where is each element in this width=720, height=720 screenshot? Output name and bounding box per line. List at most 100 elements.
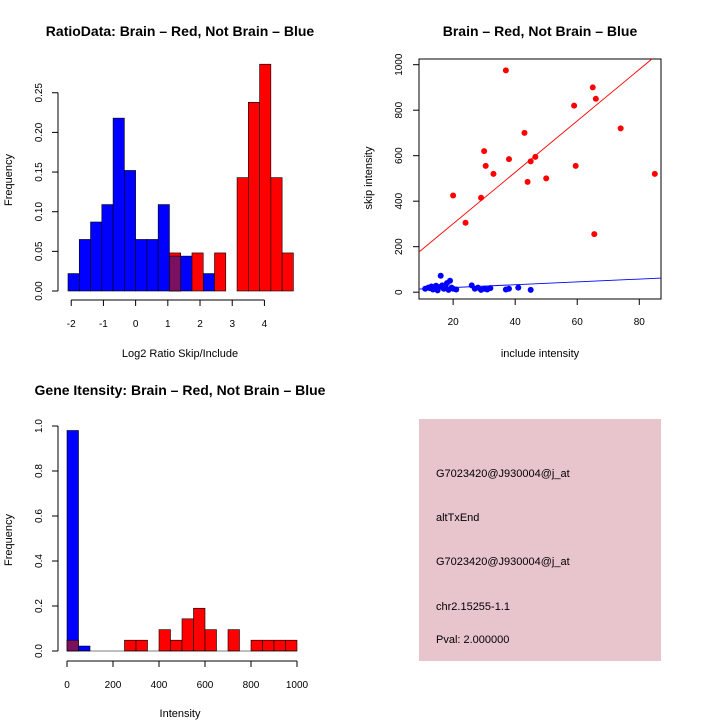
ratio-x-tick-label: -1 — [99, 319, 108, 330]
ratio-x-tick-label: 3 — [229, 319, 235, 330]
scatter-point-brain — [589, 84, 596, 91]
scatter-point-brain — [651, 170, 658, 177]
scatter-point-brain — [617, 125, 624, 132]
intensity-bar-not-brain — [66, 430, 79, 652]
scatter-y-tick-label: 0 — [394, 289, 405, 295]
scatter-point-brain — [527, 158, 534, 165]
intensity-histogram-panel: Gene Itensity: Brain – Red, Not Brain – … — [3, 382, 326, 720]
intensity-bar-brain — [181, 618, 194, 652]
intensity-bar-brain — [285, 639, 298, 652]
info-panel-background — [419, 419, 661, 661]
scatter-point-brain — [592, 95, 599, 102]
ratio-y-tick-label: 0.00 — [34, 281, 45, 301]
info-probe-id-2: G7023420@J930004@j_at — [436, 556, 570, 568]
intensity-bar-brain — [227, 629, 240, 652]
scatter-point-brain — [502, 67, 509, 74]
intensity-histogram-title: Gene Itensity: Brain – Red, Not Brain – … — [35, 382, 326, 398]
intensity-bar-brain — [273, 639, 286, 652]
intensity-x-tick-label: 200 — [105, 680, 122, 691]
intensity-bar-brain — [158, 629, 171, 652]
intensity-histogram-ylabel: Frequency — [3, 514, 15, 566]
ratio-bar-brain — [259, 63, 272, 292]
ratio-bar-not-brain — [202, 273, 215, 292]
intensity-y-tick-label: 0.0 — [34, 644, 45, 658]
ratio-bar-brain — [281, 252, 294, 292]
intensity-y-tick-label: 0.2 — [34, 599, 45, 613]
scatter-y-tick-label: 800 — [394, 101, 405, 118]
scatter-point-brain — [490, 170, 497, 177]
ratio-bar-not-brain — [67, 273, 80, 292]
scatter-point-brain — [450, 192, 457, 199]
scatter-point-brain — [478, 194, 485, 201]
scatter-y-tick-label: 1000 — [394, 53, 405, 76]
info-location: chr2.15255-1.1 — [436, 601, 510, 613]
scatter-point-not-brain — [527, 286, 534, 293]
scatter-point-not-brain — [487, 285, 494, 292]
intensity-bar-overlap — [66, 639, 79, 652]
ratio-y-tick-label: 0.15 — [34, 162, 45, 182]
intensity-x-tick-label: 600 — [197, 680, 214, 691]
scatter-x-tick-label: 20 — [448, 317, 460, 328]
ratio-bar-not-brain — [124, 170, 136, 292]
ratio-bar-not-brain — [112, 117, 125, 292]
intensity-bar-not-brain — [78, 645, 91, 652]
scatter-point-brain — [462, 219, 469, 226]
intensity-bar-brain — [262, 639, 275, 652]
info-panel: G7023420@J930004@j_at altTxEnd G7023420@… — [419, 419, 661, 661]
info-probe-id: G7023420@J930004@j_at — [436, 468, 570, 480]
intensity-x-tick-label: 0 — [64, 680, 70, 691]
info-pval: Pval: 2.000000 — [436, 634, 509, 646]
ratio-x-tick-label: 0 — [133, 319, 139, 330]
intensity-y-tick-label: 1.0 — [34, 419, 45, 433]
scatter-y-tick-label: 600 — [394, 147, 405, 164]
ratio-bar-brain — [214, 252, 227, 292]
scatter-point-brain — [572, 162, 579, 169]
ratio-bar-brain — [248, 101, 260, 292]
intensity-y-tick-label: 0.4 — [34, 554, 45, 568]
ratio-bar-brain — [236, 177, 249, 292]
scatter-panel: Brain – Red, Not Brain – Blue include in… — [363, 23, 662, 360]
scatter-title: Brain – Red, Not Brain – Blue — [443, 23, 638, 39]
ratio-bar-not-brain — [101, 204, 114, 292]
scatter-point-not-brain — [453, 286, 460, 293]
intensity-bar-brain — [170, 639, 183, 652]
intensity-x-tick-label: 800 — [243, 680, 260, 691]
ratio-bar-not-brain — [90, 221, 103, 292]
scatter-plot-box — [418, 58, 662, 300]
intensity-bar-brain — [124, 639, 137, 652]
ratio-y-tick-label: 0.25 — [34, 83, 45, 103]
scatter-xlabel: include intensity — [501, 348, 580, 360]
info-event-type: altTxEnd — [436, 512, 479, 524]
scatter-point-brain — [543, 175, 550, 182]
scatter-x-tick-label: 40 — [510, 317, 522, 328]
ratio-y-tick-label: 0.05 — [34, 241, 45, 261]
ratio-x-tick-label: -2 — [67, 319, 76, 330]
scatter-point-brain — [521, 129, 528, 136]
scatter-point-brain — [591, 231, 598, 238]
ratio-bar-not-brain — [146, 239, 159, 292]
scatter-x-tick-label: 60 — [572, 317, 584, 328]
ratio-bar-brain — [270, 177, 283, 292]
ratio-x-tick-label: 2 — [197, 319, 203, 330]
scatter-ylabel: skip intensity — [363, 146, 375, 209]
ratio-histogram-title: RatioData: Brain – Red, Not Brain – Blue — [46, 23, 315, 39]
intensity-bar-brain — [193, 607, 206, 652]
ratio-bar-not-brain — [180, 255, 193, 292]
ratio-x-tick-label: 4 — [262, 319, 268, 330]
scatter-y-tick-label: 400 — [394, 192, 405, 209]
intensity-x-tick-label: 400 — [151, 680, 168, 691]
scatter-point-brain — [481, 148, 488, 155]
ratio-histogram-panel: RatioData: Brain – Red, Not Brain – Blue… — [3, 23, 314, 360]
scatter-point-brain — [571, 102, 578, 109]
intensity-y-tick-label: 0.6 — [34, 509, 45, 523]
ratio-x-tick-label: 1 — [165, 319, 171, 330]
scatter-point-brain — [482, 162, 489, 169]
intensity-bar-brain — [250, 639, 263, 652]
ratio-histogram-xlabel: Log2 Ratio Skip/Include — [122, 348, 238, 360]
scatter-x-tick-label: 80 — [634, 317, 646, 328]
ratio-bar-not-brain — [78, 239, 91, 292]
scatter-point-brain — [532, 153, 539, 160]
intensity-x-tick-label: 1000 — [286, 680, 309, 691]
ratio-y-tick-label: 0.20 — [34, 122, 45, 142]
